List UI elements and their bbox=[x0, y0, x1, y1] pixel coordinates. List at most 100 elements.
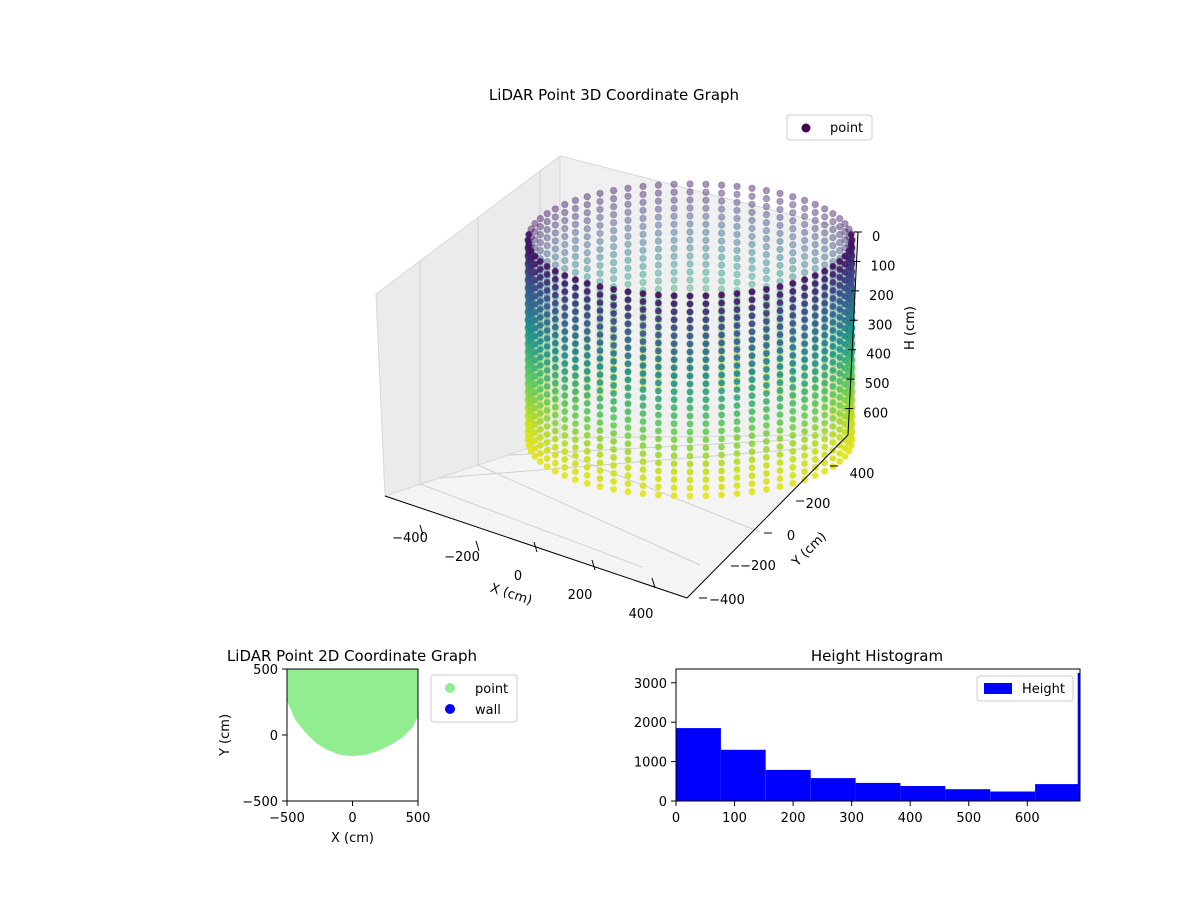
scatter-point-3d bbox=[748, 216, 756, 225]
scatter-point-3d bbox=[583, 391, 591, 399]
scatter-point-3d bbox=[639, 409, 647, 418]
histogram-bar bbox=[765, 769, 811, 801]
scatter-point-3d bbox=[561, 311, 569, 320]
scatter-point-3d bbox=[829, 326, 837, 335]
x-tick-mark bbox=[651, 577, 656, 589]
scatter-point-3d bbox=[686, 380, 694, 388]
scatter-point-3d bbox=[836, 337, 844, 346]
scatter-point-3d bbox=[702, 340, 710, 348]
scatter-point-3d bbox=[789, 233, 797, 241]
scatter-point-3d bbox=[624, 488, 632, 496]
scatter-point-3d bbox=[686, 364, 694, 372]
scatter-point-3d bbox=[748, 296, 756, 304]
scatter-point-3d bbox=[748, 400, 756, 408]
scatter-point-3d bbox=[639, 262, 647, 271]
scatter-point-3d bbox=[821, 451, 829, 459]
scatter-point-3d bbox=[748, 184, 756, 193]
scatter-point-3d bbox=[596, 314, 604, 323]
scatter-point-3d bbox=[776, 450, 784, 459]
scatter-point-3d bbox=[836, 449, 844, 458]
scatter-point-3d bbox=[776, 221, 784, 230]
scatter-point-3d bbox=[841, 340, 849, 348]
scatter-point-3d bbox=[789, 225, 797, 233]
scatter-point-3d bbox=[609, 485, 618, 494]
scatter-point-3d bbox=[624, 368, 632, 376]
scatter-point-3d bbox=[624, 352, 632, 360]
scatter-point-3d bbox=[762, 373, 771, 382]
scatter-point-3d bbox=[702, 388, 710, 396]
scatter-point-3d bbox=[561, 224, 569, 233]
scatter-point-3d bbox=[571, 435, 580, 444]
scatter-point-3d bbox=[821, 387, 829, 395]
scatter-point-3d bbox=[583, 287, 591, 295]
scatter-point-3d bbox=[639, 313, 647, 322]
scatter-point-3d bbox=[762, 226, 771, 235]
scatter-point-3d bbox=[536, 385, 544, 394]
scatter-point-3d bbox=[800, 379, 809, 388]
scatter-point-3d bbox=[571, 387, 580, 396]
scatter-point-3d bbox=[800, 419, 809, 428]
scatter-point-3d bbox=[670, 452, 678, 460]
scatter-point-3d bbox=[702, 332, 710, 340]
scatter-point-3d bbox=[596, 450, 604, 459]
scatter-point-3d bbox=[702, 204, 710, 213]
scatter-point-3d bbox=[609, 397, 618, 406]
scatter-point-3d bbox=[670, 380, 678, 388]
scatter-point-3d bbox=[789, 391, 797, 399]
scatter-point-3d bbox=[561, 383, 569, 392]
scatter-point-3d bbox=[702, 300, 710, 308]
scatter-point-3d bbox=[596, 205, 604, 214]
scatter-point-3d bbox=[841, 364, 849, 372]
scatter-point-3d bbox=[561, 375, 569, 384]
legend-marker-point bbox=[801, 123, 811, 133]
scatter-point-3d bbox=[624, 288, 632, 296]
scatter-point-3d bbox=[531, 340, 539, 348]
scatter-point-3d bbox=[717, 347, 726, 355]
scatter-point-3d bbox=[748, 368, 756, 376]
scatter-point-3d bbox=[821, 205, 829, 213]
scatter-point-3d bbox=[543, 422, 551, 431]
scatter-point-3d bbox=[733, 345, 741, 354]
scatter-point-3d bbox=[639, 305, 647, 314]
scatter-point-3d bbox=[702, 372, 710, 380]
x-tick-label: −200 bbox=[444, 550, 480, 565]
scatter-point-3d bbox=[702, 428, 710, 436]
legend-box bbox=[976, 675, 1074, 702]
scatter-point-3d bbox=[531, 284, 539, 292]
chart-2d: LiDAR Point 2D Coordinate Graph −500 0 5… bbox=[218, 647, 518, 846]
histogram-y-ticks: 0 1000 2000 3000 bbox=[634, 677, 676, 810]
scatter-point-3d bbox=[811, 264, 819, 273]
scatter-point-3d bbox=[571, 363, 580, 372]
scatter-point-3d bbox=[821, 459, 829, 467]
scatter-point-3d bbox=[531, 348, 539, 356]
scatter-point-3d bbox=[702, 468, 710, 476]
scatter-point-3d bbox=[821, 213, 829, 221]
scatter-point-3d bbox=[800, 196, 809, 205]
scatter-point-3d bbox=[571, 275, 580, 284]
scatter-point-3d bbox=[800, 363, 809, 372]
scatter-point-3d bbox=[583, 471, 591, 479]
scatter-point-3d bbox=[571, 467, 580, 476]
scatter-point-3d bbox=[748, 432, 756, 440]
scatter-point-3d bbox=[762, 421, 771, 430]
scatter-point-3d bbox=[583, 225, 591, 233]
scatter-point-3d bbox=[531, 388, 539, 396]
scatter-point-3d bbox=[789, 265, 797, 273]
scatter-point-3d bbox=[762, 234, 771, 243]
scatter-point-3d bbox=[639, 433, 647, 442]
scatter-point-3d bbox=[829, 334, 837, 343]
x-tick-label: 0 bbox=[348, 811, 356, 826]
scatter-point-3d bbox=[686, 324, 694, 332]
scatter-point-3d bbox=[717, 411, 726, 419]
scatter-point-3d bbox=[561, 415, 569, 424]
scatter-point-3d bbox=[762, 266, 771, 275]
scatter-point-3d bbox=[531, 396, 539, 404]
scatter-point-3d bbox=[536, 401, 544, 410]
scatter-point-3d bbox=[551, 419, 559, 427]
scatter-point-3d bbox=[571, 459, 580, 468]
scatter-point-3d bbox=[596, 322, 604, 331]
scatter-point-3d bbox=[836, 345, 844, 354]
scatter-point-3d bbox=[686, 196, 694, 204]
scatter-point-3d bbox=[789, 257, 797, 265]
scatter-point-3d bbox=[536, 281, 544, 290]
